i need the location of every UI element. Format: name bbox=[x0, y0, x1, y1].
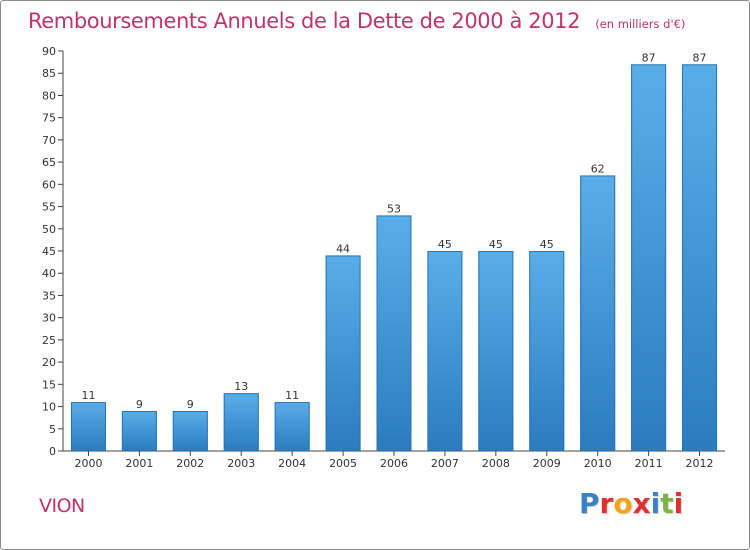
bar-outline bbox=[70, 402, 106, 452]
logo-letter: P bbox=[579, 487, 600, 520]
logo-letter: o bbox=[613, 487, 633, 520]
x-tick-label: 2000 bbox=[74, 457, 102, 470]
bar bbox=[274, 402, 310, 451]
y-tick-label: 80 bbox=[42, 89, 56, 102]
bar-outline bbox=[172, 411, 208, 451]
bar-value-label: 87 bbox=[642, 51, 656, 64]
bar-value-label: 62 bbox=[591, 162, 605, 175]
bar bbox=[70, 402, 106, 451]
bar-value-label: 45 bbox=[438, 238, 452, 251]
bar-value-label: 87 bbox=[693, 51, 707, 64]
x-tick-label: 2001 bbox=[125, 457, 153, 470]
x-tick-label: 2012 bbox=[686, 457, 714, 470]
bar-value-label: 13 bbox=[234, 380, 248, 393]
bar-outline bbox=[223, 393, 259, 452]
bar-outline bbox=[121, 411, 157, 451]
bar-outline bbox=[682, 64, 718, 451]
bar-outline bbox=[529, 251, 565, 451]
bar bbox=[427, 251, 463, 451]
y-tick-label: 75 bbox=[42, 112, 56, 125]
logo-letter: t bbox=[660, 487, 674, 520]
bar-outline bbox=[580, 175, 616, 451]
x-tick-label: 2008 bbox=[482, 457, 510, 470]
y-tick-label: 35 bbox=[42, 289, 56, 302]
y-tick-label: 5 bbox=[49, 423, 56, 436]
bar-value-label: 53 bbox=[387, 202, 401, 215]
bar-outline bbox=[478, 251, 514, 451]
x-tick-label: 2004 bbox=[278, 457, 306, 470]
bar-outline bbox=[427, 251, 463, 451]
chart-value-labels: 11 9 9 13 11 44 53 45 45 45 62 87 87 bbox=[81, 51, 706, 411]
y-tick-label: 40 bbox=[42, 267, 56, 280]
y-tick-label: 70 bbox=[42, 134, 56, 147]
bar bbox=[529, 251, 565, 451]
bar-outline bbox=[274, 402, 310, 452]
bar bbox=[631, 64, 667, 452]
x-tick-label: 2010 bbox=[584, 457, 612, 470]
y-tick-label: 55 bbox=[42, 201, 56, 214]
x-tick-label: 2003 bbox=[227, 457, 255, 470]
chart-subtitle: (en milliers d'€) bbox=[595, 17, 686, 31]
x-tick-label: 2011 bbox=[635, 457, 663, 470]
y-tick-label: 0 bbox=[49, 445, 56, 458]
bar bbox=[682, 64, 718, 452]
logo-letter: i bbox=[650, 487, 661, 520]
y-tick-label: 10 bbox=[42, 401, 56, 414]
bar-outline bbox=[631, 64, 667, 451]
bar bbox=[325, 255, 361, 451]
bar-value-label: 9 bbox=[136, 398, 143, 411]
proxiti-logo[interactable]: Proxiti bbox=[579, 487, 683, 520]
chart-axes: 0 5 10 15 20 25 30 35 40 45 50 55 60 65 70 75 80 85 90 2000… bbox=[42, 45, 725, 470]
bar-value-label: 45 bbox=[540, 238, 554, 251]
chart-bars bbox=[70, 64, 718, 452]
y-tick-label: 85 bbox=[42, 67, 56, 80]
bar-outline bbox=[376, 215, 412, 451]
chart-title-row: Remboursements Annuels de la Dette de 20… bbox=[28, 9, 685, 33]
x-tick-label: 2005 bbox=[329, 457, 357, 470]
y-tick-label: 15 bbox=[42, 378, 56, 391]
x-tick-label: 2007 bbox=[431, 457, 459, 470]
x-tick-label: 2006 bbox=[380, 457, 408, 470]
y-tick-label: 20 bbox=[42, 356, 56, 369]
place-name: VION bbox=[39, 495, 85, 517]
chart-title: Remboursements Annuels de la Dette de 20… bbox=[28, 9, 581, 33]
bar-value-label: 11 bbox=[285, 389, 299, 402]
bar-value-label: 44 bbox=[336, 242, 350, 255]
x-tick-label: 2002 bbox=[176, 457, 204, 470]
x-tick-label: 2009 bbox=[533, 457, 561, 470]
bar bbox=[580, 175, 616, 451]
bar-value-label: 11 bbox=[81, 389, 95, 402]
y-tick-label: 50 bbox=[42, 223, 56, 236]
bar bbox=[223, 393, 259, 451]
y-tick-label: 45 bbox=[42, 245, 56, 258]
bar bbox=[376, 215, 412, 451]
logo-letter: r bbox=[599, 487, 614, 520]
logo-letter: x bbox=[632, 487, 651, 520]
bar-outline bbox=[325, 255, 361, 451]
y-tick-label: 30 bbox=[42, 312, 56, 325]
bar bbox=[478, 251, 514, 451]
bar bbox=[172, 411, 208, 451]
y-tick-label: 65 bbox=[42, 156, 56, 169]
logo-letter: i bbox=[673, 487, 684, 520]
y-tick-label: 25 bbox=[42, 334, 56, 347]
bar-value-label: 45 bbox=[489, 238, 503, 251]
y-tick-label: 60 bbox=[42, 178, 56, 191]
bar bbox=[121, 411, 157, 451]
bar-value-label: 9 bbox=[187, 398, 194, 411]
y-tick-label: 90 bbox=[42, 45, 56, 58]
